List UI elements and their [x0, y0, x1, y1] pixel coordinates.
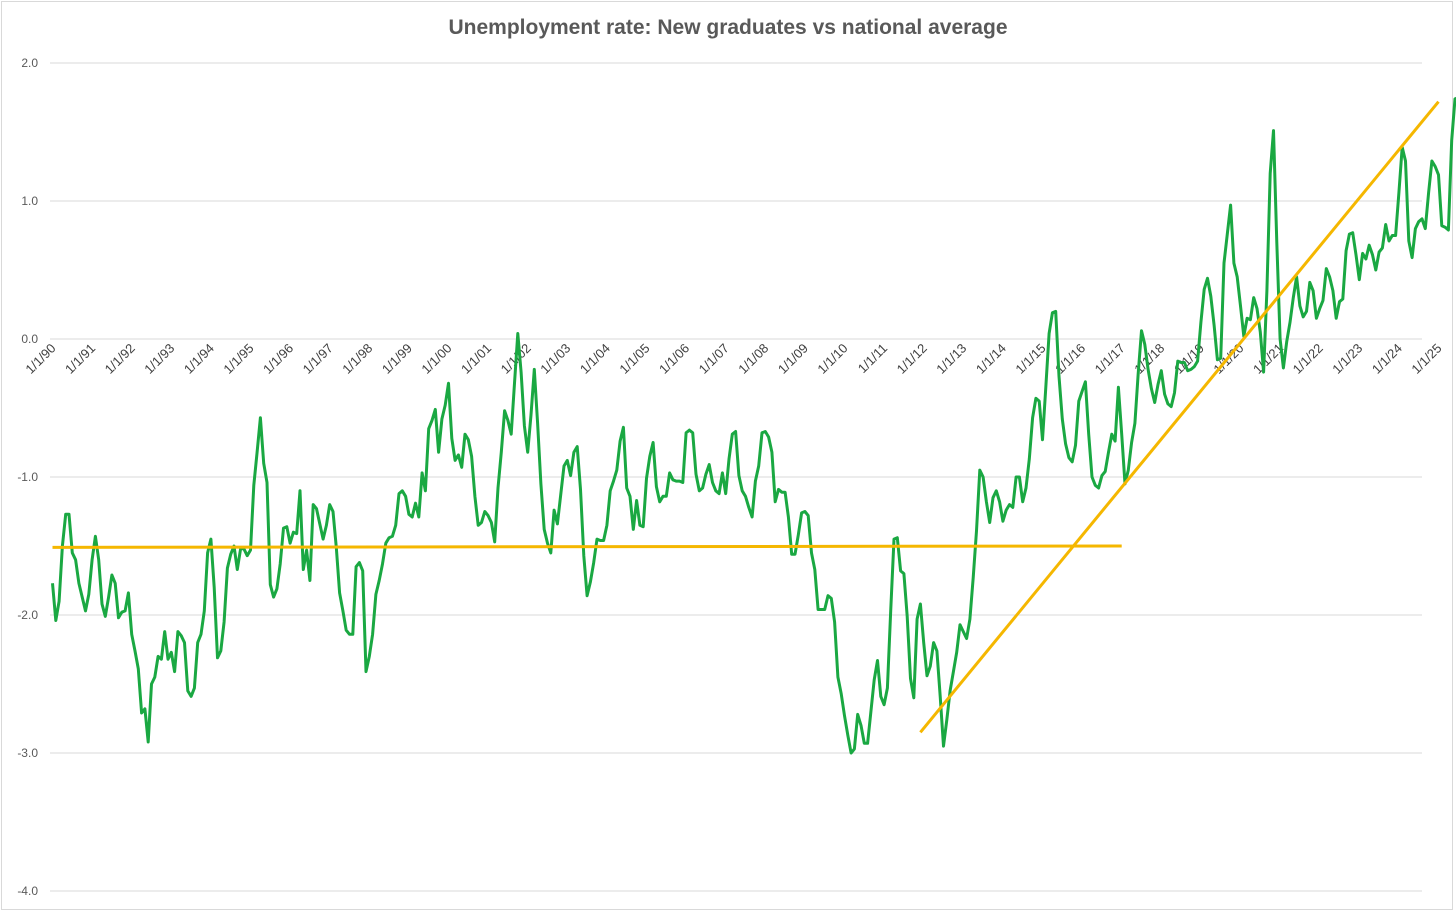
- x-tick-label: 1/1/04: [577, 341, 613, 377]
- y-tick-label: 2.0: [21, 56, 38, 70]
- y-tick-label: 0.0: [21, 332, 38, 346]
- x-tick-label: 1/1/11: [855, 341, 890, 376]
- x-tick-label: 1/1/15: [1012, 341, 1048, 377]
- gridlines: [50, 62, 1422, 892]
- x-tick-label: 1/1/13: [933, 341, 969, 377]
- chart-title: Unemployment rate: New graduates vs nati…: [448, 16, 1008, 39]
- x-tick-label: 1/1/07: [696, 341, 732, 377]
- x-tick-label: 1/1/01: [458, 341, 494, 377]
- x-tick-label: 1/1/93: [141, 341, 177, 377]
- x-tick-label: 1/1/03: [537, 341, 573, 377]
- x-axis-tick-labels: 1/1/90 1/1/91 1/1/92 1/1/93 1/1/94 1/1/95 1/1/…: [22, 341, 1444, 377]
- x-tick-label: 1/1/22: [1290, 341, 1326, 377]
- y-axis-tick-labels: 2.0 1.0 0.0 -1.0 -2.0 -3.0 -4.0: [17, 56, 38, 898]
- trendlines: [52, 100, 1440, 734]
- x-tick-label: 1/1/25: [1408, 341, 1444, 377]
- trendline: [52, 544, 1122, 549]
- x-tick-label: 1/1/94: [181, 341, 217, 377]
- x-tick-label: 1/1/91: [62, 341, 98, 377]
- y-tick-label: -1.0: [17, 470, 38, 484]
- x-tick-label: 1/1/10: [814, 341, 850, 377]
- x-tick-label: 1/1/05: [616, 341, 652, 377]
- x-tick-label: 1/1/96: [260, 341, 296, 377]
- series-lines: [51, 96, 1456, 755]
- x-tick-label: 1/1/95: [220, 341, 256, 377]
- x-tick-label: 1/1/14: [973, 341, 1009, 377]
- y-tick-label: -4.0: [17, 884, 38, 898]
- x-tick-label: 1/1/24: [1369, 341, 1405, 377]
- x-tick-label: 1/1/17: [1092, 341, 1128, 377]
- y-tick-label: -2.0: [17, 608, 38, 622]
- y-tick-label: 1.0: [21, 194, 38, 208]
- x-tick-label: 1/1/92: [102, 341, 138, 377]
- x-tick-label: 1/1/12: [894, 341, 930, 377]
- x-tick-label: 1/1/00: [418, 341, 454, 377]
- x-tick-label: 1/1/06: [656, 341, 692, 377]
- x-tick-label: 1/1/97: [300, 341, 336, 377]
- x-tick-label: 1/1/98: [339, 341, 375, 377]
- x-tick-label: 1/1/08: [735, 341, 771, 377]
- x-tick-label: 1/1/09: [775, 341, 811, 377]
- y-tick-label: -3.0: [17, 746, 38, 760]
- trendline: [919, 100, 1440, 734]
- x-tick-label: 1/1/23: [1329, 341, 1365, 377]
- series-line: [51, 96, 1456, 755]
- x-tick-label: 1/1/99: [379, 341, 415, 377]
